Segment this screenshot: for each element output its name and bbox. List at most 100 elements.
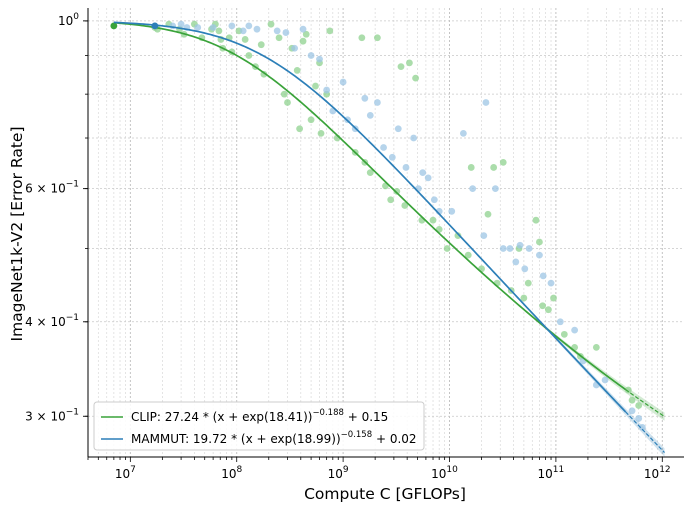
- clip-data-point: [326, 27, 334, 35]
- mammut-data-point: [194, 24, 202, 31]
- legend-box: [93, 401, 425, 451]
- mammut-data-point: [499, 245, 507, 252]
- mammut-data-point: [491, 185, 499, 193]
- clip-data-point: [499, 158, 507, 166]
- mammut-data-point: [316, 55, 323, 63]
- x-axis-label: Compute C [GFLOPs]: [304, 485, 466, 503]
- mammut-data-point: [299, 25, 307, 33]
- fit-curves: [110, 21, 665, 453]
- clip-data-point: [635, 402, 643, 409]
- mammut-data-point: [525, 245, 533, 252]
- mammut-data-point: [323, 86, 331, 94]
- clip-data-point: [412, 74, 419, 82]
- clip-data-point: [317, 129, 325, 137]
- mammut-data-point: [512, 258, 520, 266]
- clip-data-point: [467, 164, 475, 171]
- clip-data-point: [406, 59, 413, 67]
- mammut-data-point: [638, 423, 646, 431]
- clip-data-point: [624, 386, 632, 394]
- mammut-data-point: [361, 94, 369, 102]
- clip-data-point: [293, 67, 301, 74]
- axes: [87, 8, 684, 458]
- mammut-data-point: [635, 415, 643, 422]
- data-points: [110, 20, 646, 431]
- clip-data-point: [387, 196, 395, 204]
- clip-data-point: [490, 164, 498, 171]
- clip-data-point: [275, 34, 283, 42]
- clip-data-point: [592, 343, 600, 351]
- mammut-start-point: [151, 22, 159, 30]
- mammut-fit-extrapolation: [625, 411, 665, 453]
- clip-data-point: [524, 279, 532, 287]
- clip-data-point: [401, 202, 409, 209]
- mammut-data-point: [547, 279, 555, 287]
- clip-data-point: [299, 37, 307, 45]
- clip-data-point: [429, 216, 437, 224]
- mammut-data-point: [539, 272, 547, 280]
- mammut-data-point: [366, 111, 374, 119]
- mammut-data-point: [459, 129, 467, 137]
- mammut-legend-label: MAMMUT: 19.72 * (x + exp(18.99))−0.158 +…: [131, 430, 417, 446]
- clip-data-point: [454, 232, 462, 240]
- x-tick-label: 108: [221, 465, 242, 481]
- clip-data-point: [215, 27, 223, 35]
- y-tick-label: 6 × 10−1: [25, 180, 79, 196]
- clip-data-point: [628, 396, 636, 404]
- mammut-data-point: [253, 25, 261, 33]
- mammut-data-point: [394, 125, 402, 133]
- mammut-data-point: [506, 245, 514, 252]
- mammut-data-point: [448, 207, 456, 215]
- clip-fit-curve: [113, 21, 627, 391]
- mammut-data-point: [228, 22, 236, 30]
- mammut-data-point: [373, 99, 381, 106]
- clip-data-point: [393, 187, 401, 195]
- x-tick-label: 1010: [431, 465, 458, 481]
- mammut-data-point: [209, 24, 217, 31]
- y-tick-label: 100: [58, 12, 79, 28]
- clip-data-point: [280, 90, 288, 98]
- mammut-data-point: [177, 20, 185, 28]
- mammut-data-point: [430, 196, 438, 204]
- clip-data-point: [397, 63, 405, 71]
- mammut-data-point: [536, 251, 543, 259]
- mammut-data-point: [282, 29, 290, 36]
- mammut-data-point: [307, 52, 315, 59]
- x-tick-label: 1012: [644, 465, 671, 481]
- clip-data-point: [443, 245, 451, 252]
- mammut-data-point: [388, 153, 396, 161]
- clip-legend-label: CLIP: 27.24 * (x + exp(18.41))−0.188 + 0…: [131, 408, 388, 424]
- clip-data-point: [307, 116, 315, 124]
- clip-data-point: [560, 330, 568, 338]
- clip-fit-extrapolation: [625, 389, 665, 418]
- clip-data-point: [241, 36, 249, 43]
- clip-data-point: [539, 302, 547, 310]
- clip-data-point: [544, 306, 552, 314]
- clip-data-point: [296, 125, 304, 133]
- mammut-data-point: [480, 232, 488, 240]
- clip-data-point: [520, 294, 528, 302]
- mammut-data-point: [273, 27, 281, 35]
- x-tick-label: 109: [328, 465, 349, 481]
- mammut-data-point: [628, 407, 636, 415]
- mammut-data-point: [245, 22, 253, 30]
- clip-start-point: [110, 22, 118, 30]
- legend: CLIP: 27.24 * (x + exp(18.41))−0.188 + 0…: [93, 401, 425, 451]
- x-tick-label: 1011: [538, 465, 565, 481]
- mammut-data-point: [571, 326, 579, 334]
- mammut-data-point: [469, 185, 477, 193]
- clip-data-point: [245, 52, 253, 59]
- tick-labels: 107 108 109 1010 1011 1012 100 6 × 10−1 4 × 10−1…: [25, 12, 671, 481]
- clip-data-point: [312, 82, 319, 90]
- clip-data-point: [366, 169, 374, 177]
- mammut-data-point: [521, 265, 529, 273]
- clip-data-point: [373, 34, 381, 42]
- mammut-data-point: [419, 169, 427, 177]
- mammut-data-point: [239, 27, 247, 35]
- mammut-data-point: [516, 241, 524, 249]
- mammut-data-point: [291, 44, 299, 52]
- y-axis-label: ImageNet1k-V2 [Error Rate]: [8, 126, 26, 341]
- x-tick-label: 107: [115, 465, 136, 481]
- clip-data-point: [302, 30, 310, 38]
- y-tick-label: 3 × 10−1: [25, 407, 79, 423]
